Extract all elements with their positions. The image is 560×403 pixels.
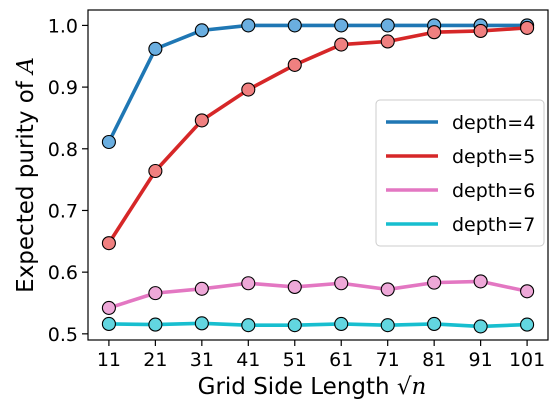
x-tick-label: 91 [469,349,493,371]
legend-box [375,99,545,247]
data-point [287,18,302,33]
data-point [427,275,442,290]
x-tick-label: 101 [509,349,545,371]
data-point [520,284,535,299]
data-point [241,18,256,33]
data-point [334,276,349,291]
data-point [334,37,349,52]
data-point [101,236,116,251]
series-layer [101,18,535,334]
data-point [101,300,116,315]
data-point [427,316,442,332]
legend-item: depth=5 [386,146,535,168]
data-point [148,41,163,56]
data-point [520,317,535,332]
x-axis-label-text: Grid Side Length [198,374,390,400]
x-tick-label: 11 [97,349,121,371]
x-axis-label: Grid Side Length √n [198,374,427,400]
y-axis: 0.5 0.6 0.7 0.8 0.9 1.0 [48,15,88,346]
legend-label: depth=6 [452,180,535,202]
data-point [194,23,209,38]
data-point [194,281,209,296]
y-tick-label: 0.8 [48,139,78,161]
data-point [287,57,302,72]
x-axis: 11 21 31 41 51 61 71 81 91 101 [97,340,545,371]
y-axis-label: Expected purity of A [13,57,39,293]
data-point [241,276,256,291]
legend-item: depth=6 [386,180,535,202]
legend: depth=4 depth=5 depth=6 depth=7 [375,99,545,247]
data-point [194,316,209,331]
x-tick-label: 81 [422,349,446,371]
plot-frame [87,9,549,341]
y-tick-label: 0.9 [48,77,78,99]
data-point [101,134,116,150]
x-axis-label-math: √n [397,374,426,400]
data-point [380,18,395,33]
legend-label: depth=5 [452,146,535,168]
data-point [334,18,349,33]
data-point [473,274,488,289]
series-line [107,26,529,245]
series-depth=4 [101,18,535,150]
data-point [101,316,116,332]
data-point [287,279,302,295]
data-point [473,23,488,39]
data-point [194,113,209,128]
y-axis-label-math: A [13,57,39,76]
data-point [520,20,535,35]
series-line [107,279,529,310]
data-point [241,82,256,97]
series-depth=6 [101,274,535,315]
x-tick-label: 71 [376,349,400,371]
data-point [287,318,302,333]
y-axis-label-text: Expected purity of [13,80,39,293]
y-tick-label: 0.5 [48,324,78,346]
legend-label: depth=7 [452,214,535,236]
data-point [334,316,349,332]
data-point [148,286,163,301]
series-depth=7 [101,316,535,334]
data-point [241,318,256,333]
data-point [380,34,395,49]
x-tick-label: 31 [190,349,214,371]
series-line [107,23,529,144]
x-tick-label: 51 [283,349,307,371]
data-point [148,317,163,332]
legend-item: depth=4 [386,112,535,134]
data-point [148,163,163,179]
series-depth=5 [101,20,535,251]
x-tick-label: 21 [143,349,167,371]
data-point [427,25,442,40]
x-tick-label: 61 [329,349,353,371]
y-tick-label: 0.7 [48,200,78,222]
data-point [380,318,395,333]
series-line [107,321,529,329]
y-tick-label: 0.6 [48,262,78,284]
legend-item: depth=7 [386,214,535,236]
data-point [380,282,395,297]
y-tick-label: 1.0 [48,15,78,37]
legend-label: depth=4 [452,112,535,134]
data-point [473,319,488,334]
x-tick-label: 41 [236,349,260,371]
